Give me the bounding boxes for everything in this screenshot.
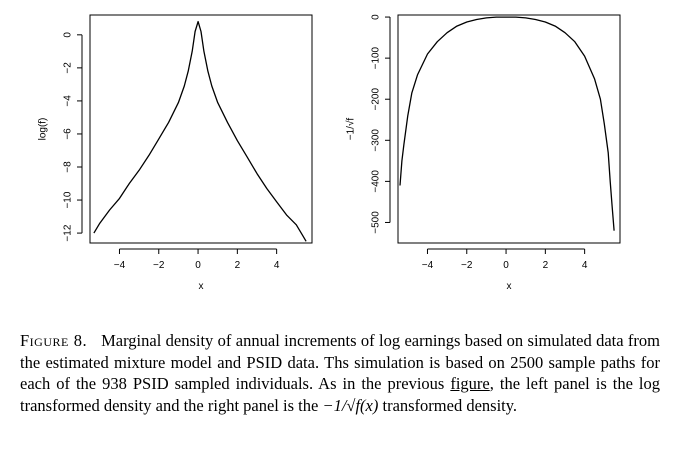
y-tick-label: −4 [63, 95, 74, 107]
right-panel: −4 −2 0 2 4 0 −100 −200 −300 −400 −500 x −1/√f [345, 14, 621, 292]
figure-panels: −4 −2 0 2 4 0 −2 −4 −6 −8 −10 −12 x log(f) −4 −2 0 2 4 0 −1… [38, 14, 621, 292]
x-tick-label: 4 [274, 260, 280, 271]
left-panel: −4 −2 0 2 4 0 −2 −4 −6 −8 −10 −12 x log(f) [38, 14, 313, 292]
y-tick-label: −500 [371, 211, 382, 234]
figure-label: Figure 8. [20, 331, 88, 350]
y-tick-label: −300 [371, 129, 382, 152]
y-tick-label: −12 [63, 224, 74, 241]
caption-text-2: , the left panel is the log transformed … [20, 374, 661, 415]
figure-caption: Figure 8. Marginal density of annual incr… [20, 330, 660, 416]
y-tick-label: 0 [371, 14, 382, 20]
density-line [93, 20, 307, 242]
x-tick-label: 2 [235, 260, 241, 271]
x-tick-label: 2 [543, 260, 549, 271]
x-tick-label: −4 [114, 260, 126, 271]
x-tick-label: 4 [582, 260, 588, 271]
y-tick-label: −6 [63, 128, 74, 140]
x-axis-label: x [507, 281, 512, 292]
caption-text-3: transformed density. [378, 395, 518, 415]
x-axis-label: x [199, 281, 204, 292]
y-tick-label: 0 [63, 32, 74, 38]
x-tick-label: 0 [195, 260, 201, 271]
previous-figure-link[interactable]: figure [450, 374, 490, 393]
y-tick-label: −10 [63, 191, 74, 208]
x-tick-label: −2 [153, 260, 165, 271]
y-axis-label: −1/√f [345, 118, 357, 141]
plot-frame [89, 14, 313, 244]
y-tick-label: −200 [371, 88, 382, 111]
plot-frame [397, 14, 621, 244]
x-tick-label: −4 [422, 260, 434, 271]
caption-text-1: Marginal density of annual increments of… [20, 331, 661, 393]
density-line [399, 16, 615, 231]
y-tick-label: −8 [63, 161, 74, 173]
caption-math: −1/√f(x) [322, 395, 379, 415]
y-tick-label: −2 [63, 62, 74, 74]
x-tick-label: −2 [461, 260, 473, 271]
y-tick-label: −100 [371, 46, 382, 69]
y-tick-label: −400 [371, 170, 382, 193]
x-tick-label: 0 [503, 260, 509, 271]
y-axis-label: log(f) [38, 118, 49, 141]
